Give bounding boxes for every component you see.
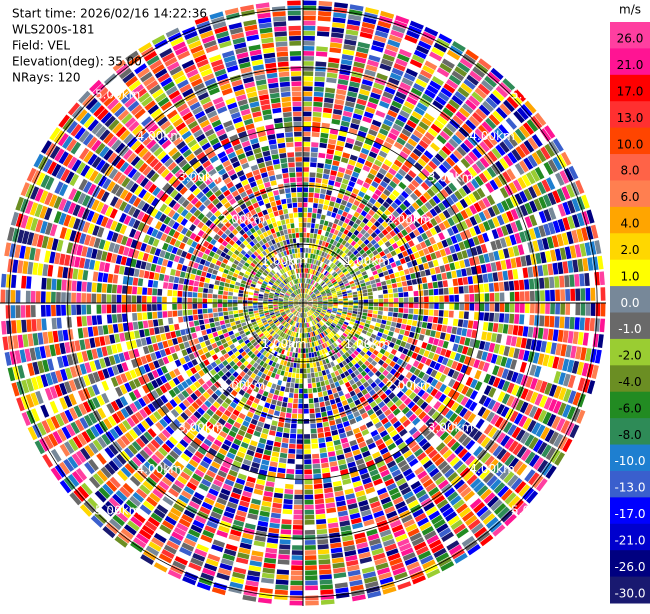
colorbar-segment: [610, 418, 650, 446]
velocity-field: [2, 7, 606, 590]
range-ring-label: 5.00km: [95, 504, 140, 518]
range-ring-label: 5.00km: [95, 87, 140, 101]
velocity-field: [6, 21, 590, 594]
range-ring-label: 1.00km: [345, 337, 390, 351]
range-ring-label: 3.00km: [178, 171, 223, 185]
colorbar-tick-label: -30.0: [614, 586, 645, 600]
colorbar-segment: [610, 550, 650, 578]
range-ring-label: 4.00km: [469, 129, 514, 143]
colorbar-segment: [610, 444, 650, 472]
colorbar-tick-label: 8.0: [620, 164, 639, 178]
colorbar-tick-label: 2.0: [620, 243, 639, 257]
velocity-field: [6, 7, 585, 601]
range-ring-label: 4.00km: [469, 462, 514, 476]
info-text: NRays: 120: [12, 71, 81, 85]
colorbar-segment: [610, 154, 650, 181]
range-ring-label: 2.00km: [386, 212, 431, 226]
colorbar-segment: [610, 259, 650, 287]
colorbar-tick-label: 13.0: [617, 111, 644, 125]
colorbar-tick-label: 0.0: [620, 296, 639, 310]
colorbar-tick-label: 26.0: [617, 32, 644, 46]
colorbar-tick-label: 17.0: [617, 84, 644, 98]
colorbar-tick-label: 21.0: [617, 58, 644, 72]
colorbar-segment: [610, 312, 650, 340]
range-ring-label: 3.00km: [428, 171, 473, 185]
velocity-field: [0, 4, 599, 601]
range-ring-label: 1.00km: [345, 254, 390, 268]
range-ring: [8, 8, 598, 598]
colorbar-tick-label: -26.0: [614, 560, 645, 574]
velocity-field: [19, 17, 602, 596]
colorbar-tick-label: -17.0: [614, 507, 645, 521]
colorbar-segment: [610, 470, 650, 498]
colorbar-segment: [610, 338, 650, 366]
range-ring-label: 2.00km: [220, 212, 265, 226]
colorbar-tick-label: -6.0: [618, 401, 641, 415]
range-ring-label: 5.00km: [511, 87, 556, 101]
colorbar-tick-label: -21.0: [614, 533, 645, 547]
range-ring: [243, 243, 363, 363]
colorbar-tick-label: 6.0: [620, 190, 639, 204]
colorbar-segment: [610, 391, 650, 419]
colorbar-segment: [610, 286, 650, 313]
colorbar-tick-label: -2.0: [618, 349, 641, 363]
info-text: Elevation(deg): 35.00: [12, 55, 142, 69]
colorbar-segment: [610, 497, 650, 525]
colorbar-segment: [610, 74, 650, 102]
velocity-field: [5, 6, 602, 594]
velocity-field: [12, 36, 604, 599]
colorbar-segment: [610, 365, 650, 393]
range-ring-label: 2.00km: [220, 379, 265, 393]
colorbar-segment: [610, 233, 650, 261]
colorbar-tick-label: -13.0: [614, 481, 645, 495]
range-ring-label: 1.00km: [261, 337, 306, 351]
colorbar-segment: [610, 180, 650, 208]
colorbar-unit: m/s: [619, 3, 641, 17]
range-ring-label: 4.00km: [137, 462, 182, 476]
colorbar-segment: [610, 206, 650, 234]
colorbar-segment: [610, 101, 650, 129]
range-ring: [126, 126, 480, 480]
info-text: WLS200s-181: [12, 23, 95, 37]
colorbar-segment: [610, 48, 650, 76]
info-text: Field: VEL: [12, 39, 70, 53]
colorbar-segment: [610, 22, 650, 49]
colorbar-tick-label: 10.0: [617, 137, 644, 151]
info-text: Start time: 2026/02/16 14:22:36: [12, 7, 207, 21]
colorbar-tick-label: -10.0: [614, 454, 645, 468]
range-ring-label: 5.00km: [511, 504, 556, 518]
range-ring: [184, 184, 422, 422]
range-ring-label: 1.00km: [261, 254, 306, 268]
range-ring-label: 4.00km: [137, 129, 182, 143]
colorbar-tick-label: -1.0: [618, 322, 641, 336]
colorbar-tick-label: 4.0: [620, 217, 639, 231]
colorbar-segment: [610, 127, 650, 155]
colorbar-segment: [610, 576, 650, 604]
colorbar-segment: [610, 523, 650, 551]
range-ring-label: 3.00km: [428, 420, 473, 434]
range-ring: [67, 67, 539, 539]
range-ring-label: 2.00km: [386, 379, 431, 393]
range-ring-label: 3.00km: [178, 420, 223, 434]
colorbar-tick-label: -8.0: [618, 428, 641, 442]
colorbar-tick-label: -4.0: [618, 375, 641, 389]
colorbar-tick-label: 1.0: [620, 269, 639, 283]
